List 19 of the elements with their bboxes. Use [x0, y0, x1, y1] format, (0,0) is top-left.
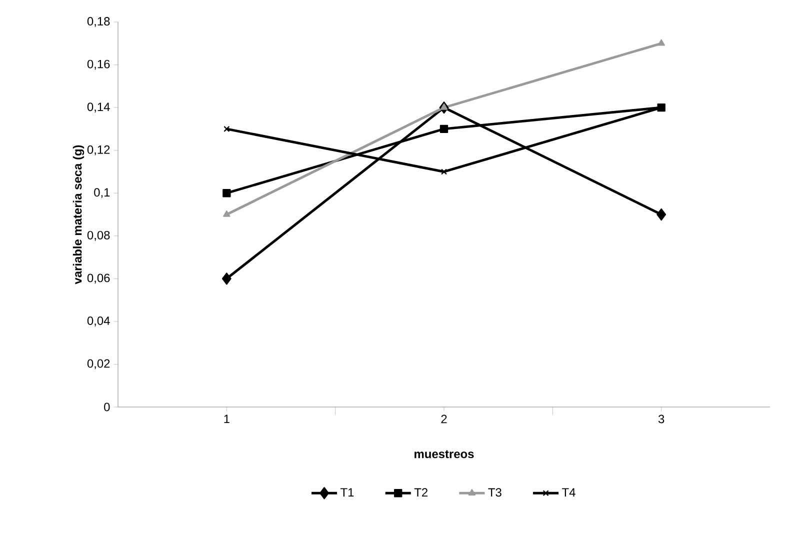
y-tick-label: 0,02	[87, 359, 110, 370]
y-tick-label: 0,04	[87, 316, 110, 326]
y-axis-title: variable materia seca (g)	[72, 145, 84, 284]
legend-label: T4	[562, 488, 576, 496]
x-tick-label: 3	[658, 414, 664, 424]
y-tick-label: 0	[104, 402, 110, 412]
y-tick-label: 0,1	[94, 188, 110, 198]
x-tick-label: 2	[441, 414, 447, 424]
y-tick-label: 0,14	[87, 102, 110, 112]
y-tick-label: 0,08	[87, 230, 110, 241]
y-tick-label: 0,18	[87, 17, 110, 27]
x-tick-label: 1	[224, 414, 230, 423]
y-tick-label: 0,12	[87, 145, 110, 156]
x-axis-title: muestreos	[414, 450, 474, 458]
y-tick-label: 0,16	[87, 60, 110, 70]
y-tick-label: 0,06	[87, 274, 110, 284]
legend-label: T2	[414, 488, 428, 497]
legend-label: T1	[340, 488, 354, 496]
legend-label: T3	[488, 488, 502, 497]
